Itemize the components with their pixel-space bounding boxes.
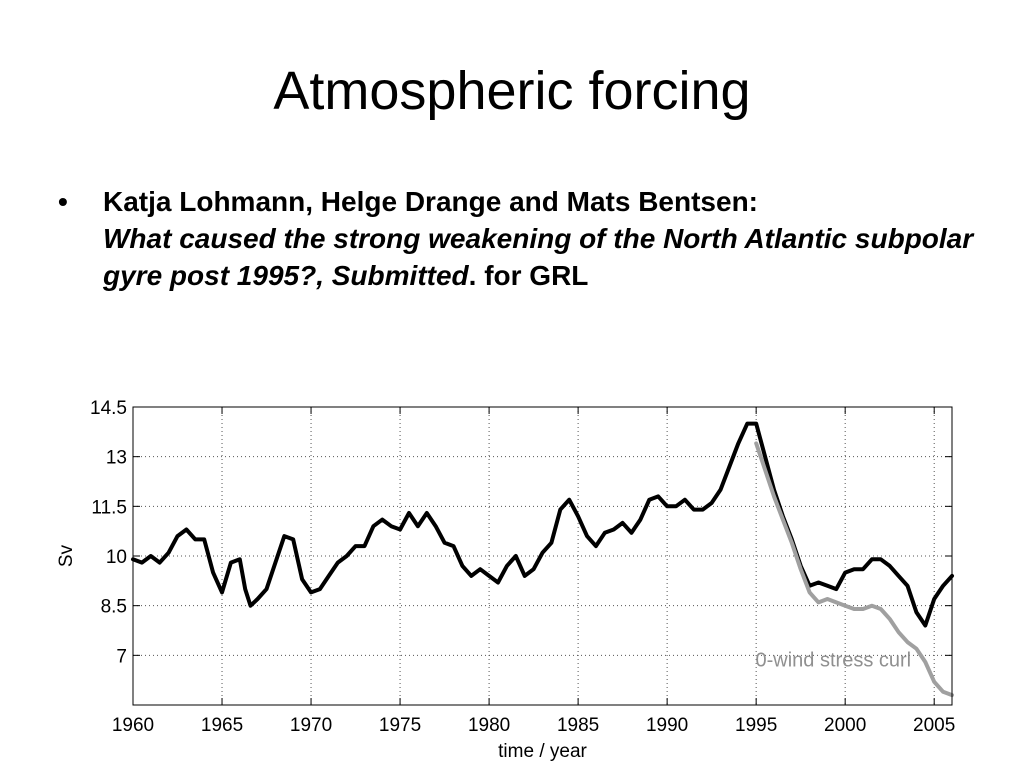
axis-ticks	[132, 406, 952, 705]
bullet-text: Katja Lohmann, Helge Drange and Mats Ben…	[103, 183, 1003, 294]
paper-suffix-text: . for GRL	[468, 260, 589, 291]
y-tick-label: 14.5	[90, 398, 127, 419]
x-tick-label: 1980	[468, 715, 510, 736]
line-chart: 1960 1965 1970 1975 1980 1985 1990 1995 2000 2005…	[56, 398, 955, 762]
x-tick-label: 1975	[379, 715, 421, 736]
x-tick-label: 1995	[735, 715, 777, 736]
slide-title: Atmospheric forcing	[273, 61, 751, 121]
y-tick-label: 7	[116, 646, 127, 667]
x-tick-label: 2005	[913, 715, 955, 736]
paper-title-text: What caused the strong weakening of the …	[103, 223, 974, 291]
tick-labels: 1960 1965 1970 1975 1980 1985 1990 1995 2000 2005…	[90, 398, 955, 736]
x-axis-label: time / year	[498, 741, 587, 762]
x-tick-label: 1960	[112, 715, 154, 736]
y-tick-label: 13	[106, 448, 127, 469]
x-tick-label: 1965	[201, 715, 243, 736]
series-line-primary	[131, 421, 954, 628]
x-tick-label: 1985	[557, 715, 599, 736]
x-tick-label: 2000	[824, 715, 866, 736]
y-tick-label: 11.5	[91, 497, 127, 518]
y-axis-label: Sv	[56, 544, 77, 567]
x-tick-label: 1990	[646, 715, 688, 736]
bullet-marker: •	[58, 186, 68, 217]
series-lines	[131, 421, 954, 698]
annotation-wind-stress-curl: 0-wind stress curl	[756, 650, 912, 672]
x-tick-label: 1970	[290, 715, 332, 736]
y-tick-label: 10	[106, 547, 127, 568]
y-tick-label: 8.5	[101, 597, 127, 618]
authors-text: Katja Lohmann, Helge Drange and Mats Ben…	[103, 186, 758, 217]
series-line-zero-wind-stress-curl	[754, 441, 954, 698]
